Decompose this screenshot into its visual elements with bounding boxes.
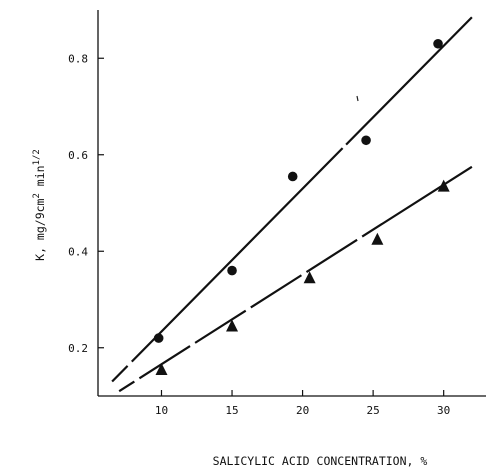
circle-point (287, 171, 298, 182)
x-tick-label: 20 (296, 404, 309, 417)
circle-point (227, 265, 237, 276)
triangle-point (371, 232, 384, 245)
y-axis-title: K, mg/9cm2 min1/2 (32, 149, 47, 261)
fit-line-2 (118, 165, 473, 393)
circle-point (153, 333, 164, 343)
circle-point (361, 135, 371, 146)
y-tick-label: 0.2 (68, 342, 88, 355)
x-tick-label: 10 (155, 404, 168, 417)
x-axis-title: SALICYLIC ACID CONCENTRATION, % (213, 454, 428, 468)
fit-lines (111, 16, 473, 393)
triangle-point (155, 362, 168, 375)
circle-point (433, 38, 443, 49)
x-tick-label: 30 (437, 404, 450, 417)
x-tick-labels: 10 15 20 25 30 (155, 404, 450, 417)
y-tick-label: 0.6 (68, 149, 88, 162)
triangle-point (226, 319, 239, 332)
y-tick-labels: 0.2 0.4 0.6 0.8 (68, 52, 88, 355)
x-tick-label: 25 (367, 404, 380, 417)
stray-mark (356, 95, 359, 102)
data-markers (153, 38, 450, 375)
y-axis-title-main: K, mg/9cm (33, 198, 47, 260)
triangle-point (437, 179, 450, 192)
axes (97, 10, 486, 397)
y-tick-label: 0.4 (68, 245, 88, 258)
triangle-point (303, 271, 316, 284)
y-axis-title-mid: min (33, 165, 47, 193)
y-axis-title-sup1: 2 (32, 193, 42, 198)
y-axis-title-sup2: 1/2 (32, 149, 42, 165)
fit-line-1 (111, 16, 473, 383)
y-tick-label: 0.8 (68, 52, 88, 65)
x-tick-label: 15 (225, 404, 238, 417)
